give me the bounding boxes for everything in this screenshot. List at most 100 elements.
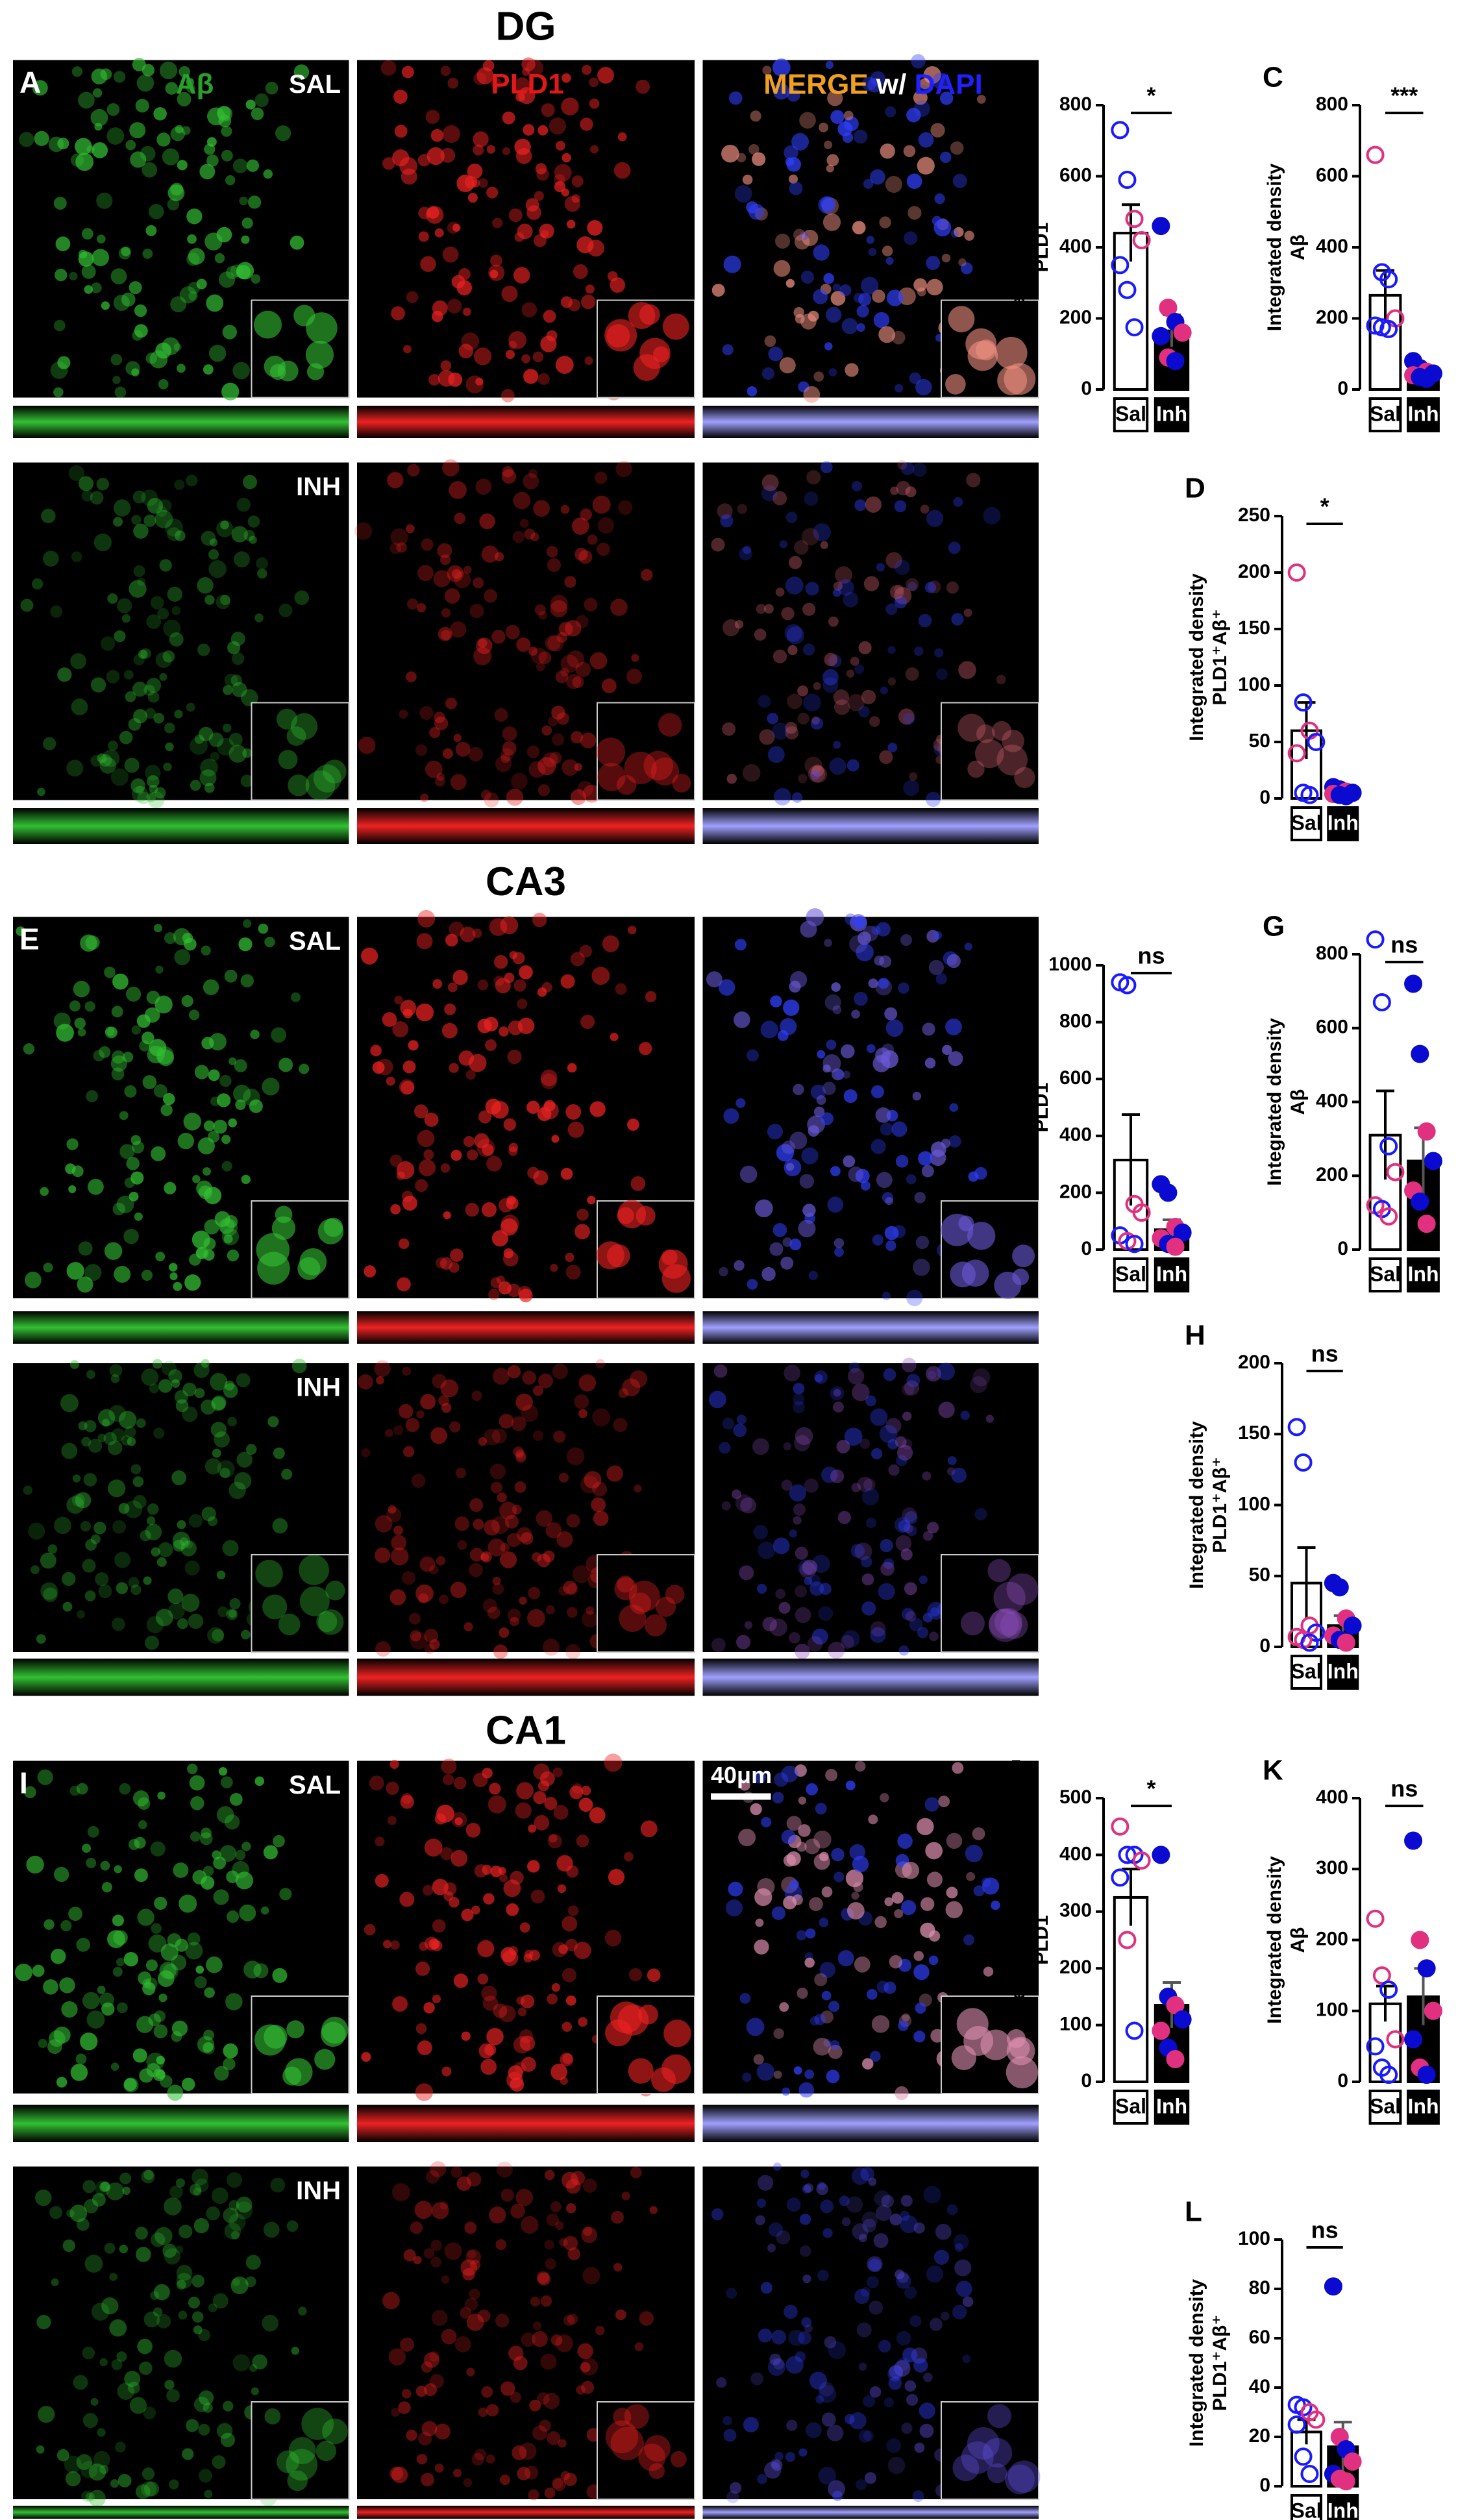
micrograph — [702, 1760, 1039, 2101]
cell — [464, 176, 478, 189]
significance-label: * — [1320, 493, 1329, 520]
cell — [213, 1856, 227, 1870]
cell — [188, 1009, 200, 1020]
cell — [462, 2267, 475, 2281]
inset-cell — [262, 1594, 288, 1620]
cell — [463, 565, 472, 574]
cell — [156, 506, 167, 517]
y-axis-label: Integrated density PLD1 — [1007, 163, 1052, 331]
cell — [833, 1389, 841, 1397]
cell — [99, 2358, 108, 2367]
cell — [36, 2315, 51, 2330]
cell — [110, 2062, 119, 2071]
cell — [861, 2287, 871, 2297]
cell — [626, 1118, 639, 1131]
cell — [424, 1644, 435, 1655]
cell — [755, 2215, 765, 2225]
cell — [429, 2351, 439, 2362]
cell — [460, 2259, 478, 2277]
cell — [788, 556, 802, 569]
cell — [200, 1399, 216, 1415]
cell — [485, 1039, 497, 1052]
inset-cell — [282, 2066, 302, 2086]
cell — [111, 1067, 125, 1081]
y-axis-label-line: Integrated density — [1264, 163, 1285, 331]
cell — [70, 653, 86, 669]
cell — [530, 1889, 545, 1904]
cell — [179, 286, 197, 304]
cell — [879, 750, 893, 764]
cell — [419, 706, 434, 720]
inset — [941, 702, 1039, 801]
cell — [874, 956, 885, 966]
cell — [429, 727, 441, 739]
cell — [606, 1465, 623, 1482]
cell — [790, 971, 808, 989]
cell — [413, 2256, 422, 2265]
cell — [860, 1556, 872, 1568]
significance-label: * — [1146, 82, 1155, 109]
cell — [440, 1379, 458, 1398]
cell — [456, 2176, 472, 2192]
cell — [36, 2445, 45, 2454]
cell — [179, 1894, 197, 1913]
cell — [902, 1357, 917, 1373]
y-tick-label: 200 — [1316, 1164, 1348, 1185]
cell — [193, 2325, 203, 2334]
cell — [845, 1869, 864, 1888]
cell — [90, 1534, 101, 1544]
cell — [826, 2069, 840, 2084]
inset-cell — [253, 310, 282, 339]
cell — [911, 54, 926, 69]
cell — [376, 1376, 384, 1385]
cell — [403, 1446, 415, 1457]
cell — [578, 1797, 593, 1812]
cell — [147, 791, 165, 809]
cell — [711, 2208, 724, 2221]
cell — [151, 1146, 166, 1161]
data-point — [1152, 217, 1170, 236]
cell — [423, 1884, 434, 1896]
cell — [523, 369, 539, 384]
cell — [538, 1373, 553, 1389]
cell — [983, 506, 1001, 525]
cell — [166, 2389, 180, 2403]
cell — [98, 1584, 112, 1598]
cell — [854, 1542, 872, 1561]
cell — [555, 2221, 564, 2230]
cell — [203, 2042, 215, 2055]
cell — [186, 475, 198, 487]
cell — [78, 251, 94, 267]
cell — [66, 1496, 84, 1514]
inset-cell — [655, 1596, 676, 1617]
cell — [932, 72, 950, 90]
cell — [510, 1616, 519, 1627]
cell — [920, 1922, 935, 1938]
y-tick-label: 300 — [1059, 1900, 1092, 1921]
cell — [50, 1949, 66, 1964]
panel-letter: C — [1263, 62, 1283, 93]
cell — [486, 2404, 499, 2417]
inset-cell — [629, 1592, 652, 1614]
cell — [131, 1141, 145, 1154]
cell — [83, 1473, 97, 1487]
cell — [424, 1628, 439, 1643]
cell — [826, 1039, 837, 1050]
cell — [159, 559, 172, 572]
channel-label-part: w/ — [876, 68, 906, 100]
y-tick-label: 300 — [1316, 1857, 1348, 1879]
cell — [430, 2256, 441, 2268]
cell — [746, 2018, 765, 2036]
cell — [267, 1416, 279, 1427]
cell — [488, 1538, 506, 1557]
cell — [542, 1638, 560, 1656]
cell — [581, 1785, 591, 1796]
cell — [97, 1433, 106, 1442]
cell — [469, 2288, 480, 2300]
cell — [508, 331, 527, 349]
cell — [77, 2218, 90, 2231]
cell — [753, 1770, 767, 1784]
data-point — [1173, 323, 1192, 342]
cell — [806, 470, 821, 485]
cell — [184, 1274, 201, 1291]
